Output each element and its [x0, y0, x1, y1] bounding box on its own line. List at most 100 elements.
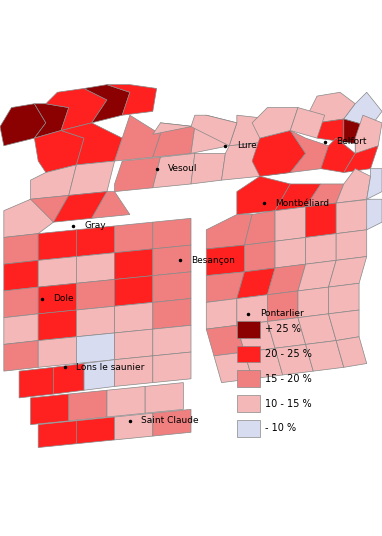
Text: Gray: Gray: [84, 221, 106, 230]
Polygon shape: [76, 306, 115, 337]
Polygon shape: [38, 337, 76, 367]
Polygon shape: [336, 169, 371, 203]
Polygon shape: [237, 295, 267, 325]
Polygon shape: [115, 276, 153, 306]
Polygon shape: [306, 184, 344, 207]
Polygon shape: [4, 260, 38, 291]
Polygon shape: [344, 138, 378, 173]
Polygon shape: [38, 230, 76, 260]
Polygon shape: [306, 234, 336, 264]
Polygon shape: [336, 230, 367, 260]
Polygon shape: [115, 249, 153, 279]
Polygon shape: [115, 413, 153, 440]
Polygon shape: [306, 203, 336, 237]
Polygon shape: [38, 421, 76, 448]
Polygon shape: [84, 85, 130, 123]
Polygon shape: [290, 108, 325, 138]
Polygon shape: [76, 279, 115, 310]
Polygon shape: [344, 119, 371, 146]
Polygon shape: [115, 302, 153, 333]
Polygon shape: [313, 119, 344, 142]
Polygon shape: [76, 252, 115, 284]
Text: Pontarlier: Pontarlier: [260, 309, 304, 318]
Polygon shape: [92, 191, 130, 218]
Polygon shape: [355, 115, 382, 153]
Polygon shape: [31, 165, 76, 199]
Polygon shape: [38, 257, 76, 287]
Polygon shape: [76, 226, 115, 257]
Text: Belfort: Belfort: [336, 137, 367, 146]
Polygon shape: [252, 130, 306, 176]
Polygon shape: [84, 360, 115, 390]
Polygon shape: [69, 161, 115, 196]
Text: Saint Claude: Saint Claude: [141, 416, 199, 425]
Polygon shape: [206, 325, 244, 356]
Polygon shape: [237, 176, 290, 214]
Polygon shape: [214, 352, 252, 383]
Polygon shape: [38, 310, 76, 340]
Polygon shape: [4, 234, 38, 264]
Polygon shape: [267, 264, 306, 295]
Polygon shape: [107, 386, 145, 417]
Polygon shape: [321, 138, 355, 173]
Polygon shape: [237, 322, 275, 352]
Polygon shape: [275, 237, 306, 268]
Polygon shape: [206, 272, 244, 302]
Polygon shape: [191, 153, 225, 184]
Polygon shape: [153, 123, 195, 135]
Polygon shape: [107, 85, 157, 115]
Text: Montbéliard: Montbéliard: [275, 198, 329, 207]
Text: - 10 %: - 10 %: [265, 423, 296, 434]
Polygon shape: [306, 340, 344, 371]
Polygon shape: [275, 207, 306, 241]
Text: 10 - 15 %: 10 - 15 %: [265, 399, 312, 408]
Polygon shape: [153, 123, 195, 157]
Polygon shape: [4, 314, 38, 345]
Polygon shape: [53, 191, 107, 222]
Text: + 25 %: + 25 %: [265, 324, 301, 334]
Polygon shape: [267, 291, 298, 322]
Polygon shape: [53, 363, 84, 394]
Polygon shape: [275, 184, 321, 211]
Polygon shape: [298, 260, 336, 291]
Polygon shape: [298, 287, 329, 318]
Bar: [237, 321, 260, 338]
Polygon shape: [222, 142, 267, 180]
Polygon shape: [290, 130, 329, 173]
Polygon shape: [115, 356, 153, 386]
Text: Vesoul: Vesoul: [168, 164, 197, 173]
Polygon shape: [115, 222, 153, 252]
Polygon shape: [153, 299, 191, 329]
Polygon shape: [69, 390, 107, 421]
Polygon shape: [344, 92, 382, 126]
Polygon shape: [275, 345, 313, 375]
Polygon shape: [244, 211, 275, 245]
Polygon shape: [19, 367, 53, 398]
Polygon shape: [336, 199, 371, 234]
Polygon shape: [367, 199, 382, 230]
Bar: [237, 346, 260, 362]
Bar: [237, 370, 260, 387]
Polygon shape: [31, 394, 69, 425]
Polygon shape: [145, 383, 183, 413]
Polygon shape: [115, 329, 153, 360]
Polygon shape: [4, 340, 38, 371]
Polygon shape: [4, 287, 38, 318]
Polygon shape: [115, 115, 160, 161]
Polygon shape: [237, 268, 275, 299]
Polygon shape: [76, 333, 115, 363]
Polygon shape: [367, 169, 382, 199]
Polygon shape: [4, 199, 53, 237]
Polygon shape: [0, 104, 46, 146]
Polygon shape: [46, 88, 107, 130]
Text: Dole: Dole: [53, 294, 74, 303]
Polygon shape: [329, 310, 359, 340]
Polygon shape: [153, 272, 191, 302]
Polygon shape: [309, 92, 355, 123]
Text: Lure: Lure: [237, 142, 257, 150]
Polygon shape: [153, 352, 191, 383]
Polygon shape: [34, 104, 69, 138]
Bar: [237, 395, 260, 412]
Polygon shape: [34, 130, 84, 173]
Polygon shape: [15, 196, 69, 226]
